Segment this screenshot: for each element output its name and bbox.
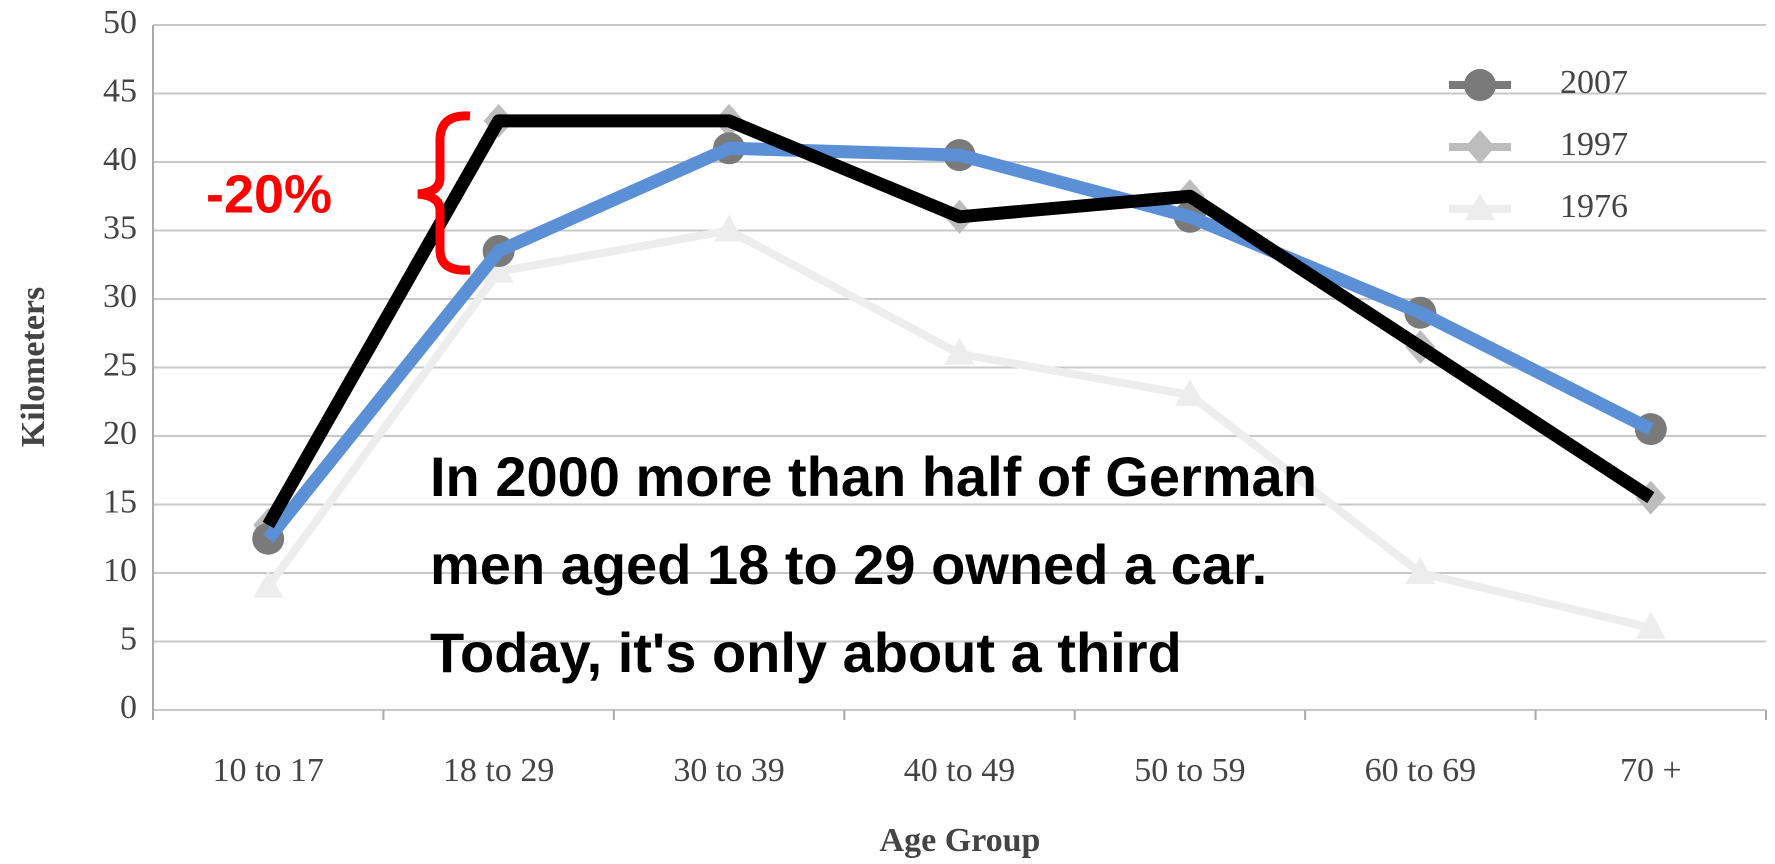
brace (417, 111, 471, 275)
point (1405, 557, 1436, 584)
y-tick-label: 5 (120, 620, 137, 657)
annotation: men aged 18 to 29 owned a car. (430, 533, 1267, 596)
y-tick-label: 0 (120, 689, 137, 726)
x-tick-label: 18 to 29 (443, 752, 554, 789)
annotation: -20% (206, 164, 332, 224)
annotation: In 2000 more than half of German (430, 445, 1317, 508)
y-tick-label: 10 (103, 552, 137, 589)
point (714, 214, 745, 242)
y-tick-label: 45 (103, 72, 137, 109)
legend-label: 2007 (1560, 64, 1628, 101)
highlight-line (263, 141, 1654, 543)
x-tick-label: 50 to 59 (1134, 752, 1245, 789)
point (944, 337, 975, 365)
legend-label: 1997 (1560, 126, 1628, 163)
x-tick-label: 10 to 17 (212, 752, 323, 789)
y-tick-label: 20 (103, 415, 137, 452)
x-tick-label: 40 to 49 (904, 752, 1015, 789)
x-axis-label: Age Group (880, 822, 1041, 859)
y-tick-label: 35 (103, 209, 137, 246)
legend-marker (1464, 69, 1496, 101)
y-axis-label: Kilometers (15, 287, 52, 448)
legend-label: 1976 (1560, 188, 1628, 225)
legend-marker (1465, 130, 1495, 164)
x-tick-label: 60 to 69 (1365, 752, 1476, 789)
x-tick-label: 70 + (1620, 752, 1682, 789)
y-tick-label: 50 (103, 4, 137, 41)
x-tick-label: 30 to 39 (673, 752, 784, 789)
y-tick-label: 25 (103, 346, 137, 383)
point (483, 255, 514, 283)
point (1174, 378, 1205, 406)
y-tick-label: 40 (103, 141, 137, 178)
point (253, 570, 284, 598)
point (1635, 611, 1666, 639)
legend-marker (1465, 193, 1495, 220)
annotation: Today, it's only about a third (430, 621, 1182, 684)
y-tick-label: 30 (103, 278, 137, 315)
highlight-line (262, 114, 1655, 529)
y-tick-label: 15 (103, 483, 137, 520)
